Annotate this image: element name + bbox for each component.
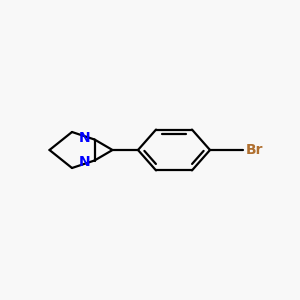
Text: Br: Br <box>245 143 263 157</box>
Text: N: N <box>79 131 91 145</box>
Text: N: N <box>79 155 91 169</box>
